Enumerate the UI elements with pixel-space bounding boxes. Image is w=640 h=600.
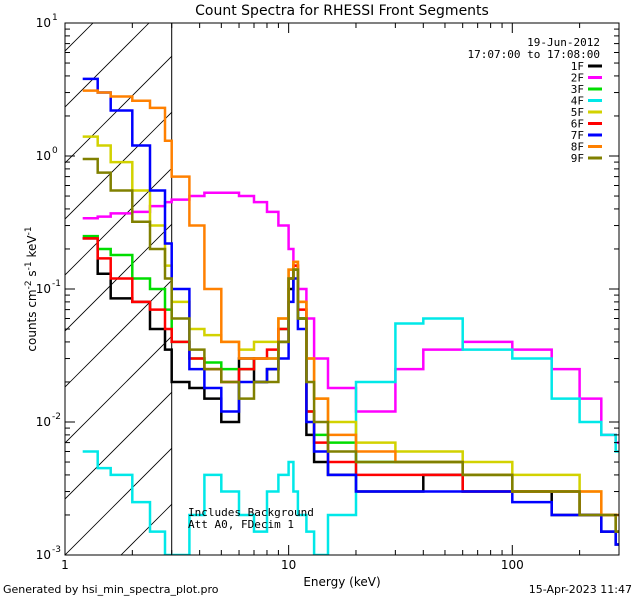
legend-label: 1F <box>571 60 584 73</box>
legend-label: 7F <box>571 129 584 142</box>
x-tick-label: 1 <box>61 558 69 572</box>
y-axis-label: counts cm-2 s-1 keV-1 <box>24 226 39 351</box>
legend-label: 2F <box>571 72 584 85</box>
legend-label: 6F <box>571 118 584 131</box>
series-line-7F <box>82 77 619 546</box>
footer-timestamp: 15-Apr-2023 11:47 <box>528 583 632 596</box>
hatch-line <box>65 279 172 388</box>
hatch-line <box>65 23 150 108</box>
hatch-line <box>65 447 172 555</box>
x-axis: 1 10 100 <box>61 23 620 572</box>
x-tick-label: 10 <box>281 558 296 572</box>
hatch-line <box>65 223 172 332</box>
y-tick-label: 10 <box>36 16 51 30</box>
series-line-6F <box>82 237 619 533</box>
hatch-line <box>65 335 172 444</box>
annotation-attenuator: Att A0, FDecim 1 <box>188 518 294 531</box>
annotation-background: Includes Background <box>188 506 314 519</box>
time-range-label: 17:07:00 to 17:08:00 <box>468 48 600 61</box>
hatched-attenuator-region <box>65 23 173 555</box>
y-tick-exponent: -2 <box>52 412 61 422</box>
legend-label: 9F <box>571 152 584 165</box>
y-tick-label: 10 <box>36 149 51 163</box>
series-line-3F <box>82 234 619 533</box>
x-axis-label: Energy (keV) <box>303 575 380 589</box>
y-tick-exponent: 1 <box>52 13 58 23</box>
hatch-line <box>120 503 172 555</box>
date-label: 19-Jun-2012 <box>527 36 600 49</box>
y-tick-label: 10 <box>36 415 51 429</box>
series-line-2F <box>82 191 619 444</box>
series-line-9F <box>82 157 619 533</box>
x-tick-label: 100 <box>501 558 524 572</box>
y-tick-label: 10 <box>36 548 51 562</box>
y-tick-label: 10 <box>36 282 51 296</box>
y-tick-exponent: -3 <box>52 545 61 555</box>
y-tick-exponent: 0 <box>52 146 58 156</box>
footer-generator: Generated by hsi_min_spectra_plot.pro <box>3 583 219 596</box>
series-line-4F <box>82 317 619 555</box>
legend-label: 8F <box>571 141 584 154</box>
hatch-line <box>65 23 94 52</box>
legend-label: 5F <box>571 106 584 119</box>
y-tick-exponent: -1 <box>52 279 61 289</box>
legend-label: 4F <box>571 95 584 108</box>
legend-label: 3F <box>571 83 584 96</box>
chart-title: Count Spectra for RHESSI Front Segments <box>195 3 489 19</box>
series-line-5F <box>82 135 619 517</box>
hatch-line <box>65 55 172 164</box>
series-layer <box>82 77 619 555</box>
series-line-1F <box>82 237 619 546</box>
hatch-line <box>65 391 172 500</box>
